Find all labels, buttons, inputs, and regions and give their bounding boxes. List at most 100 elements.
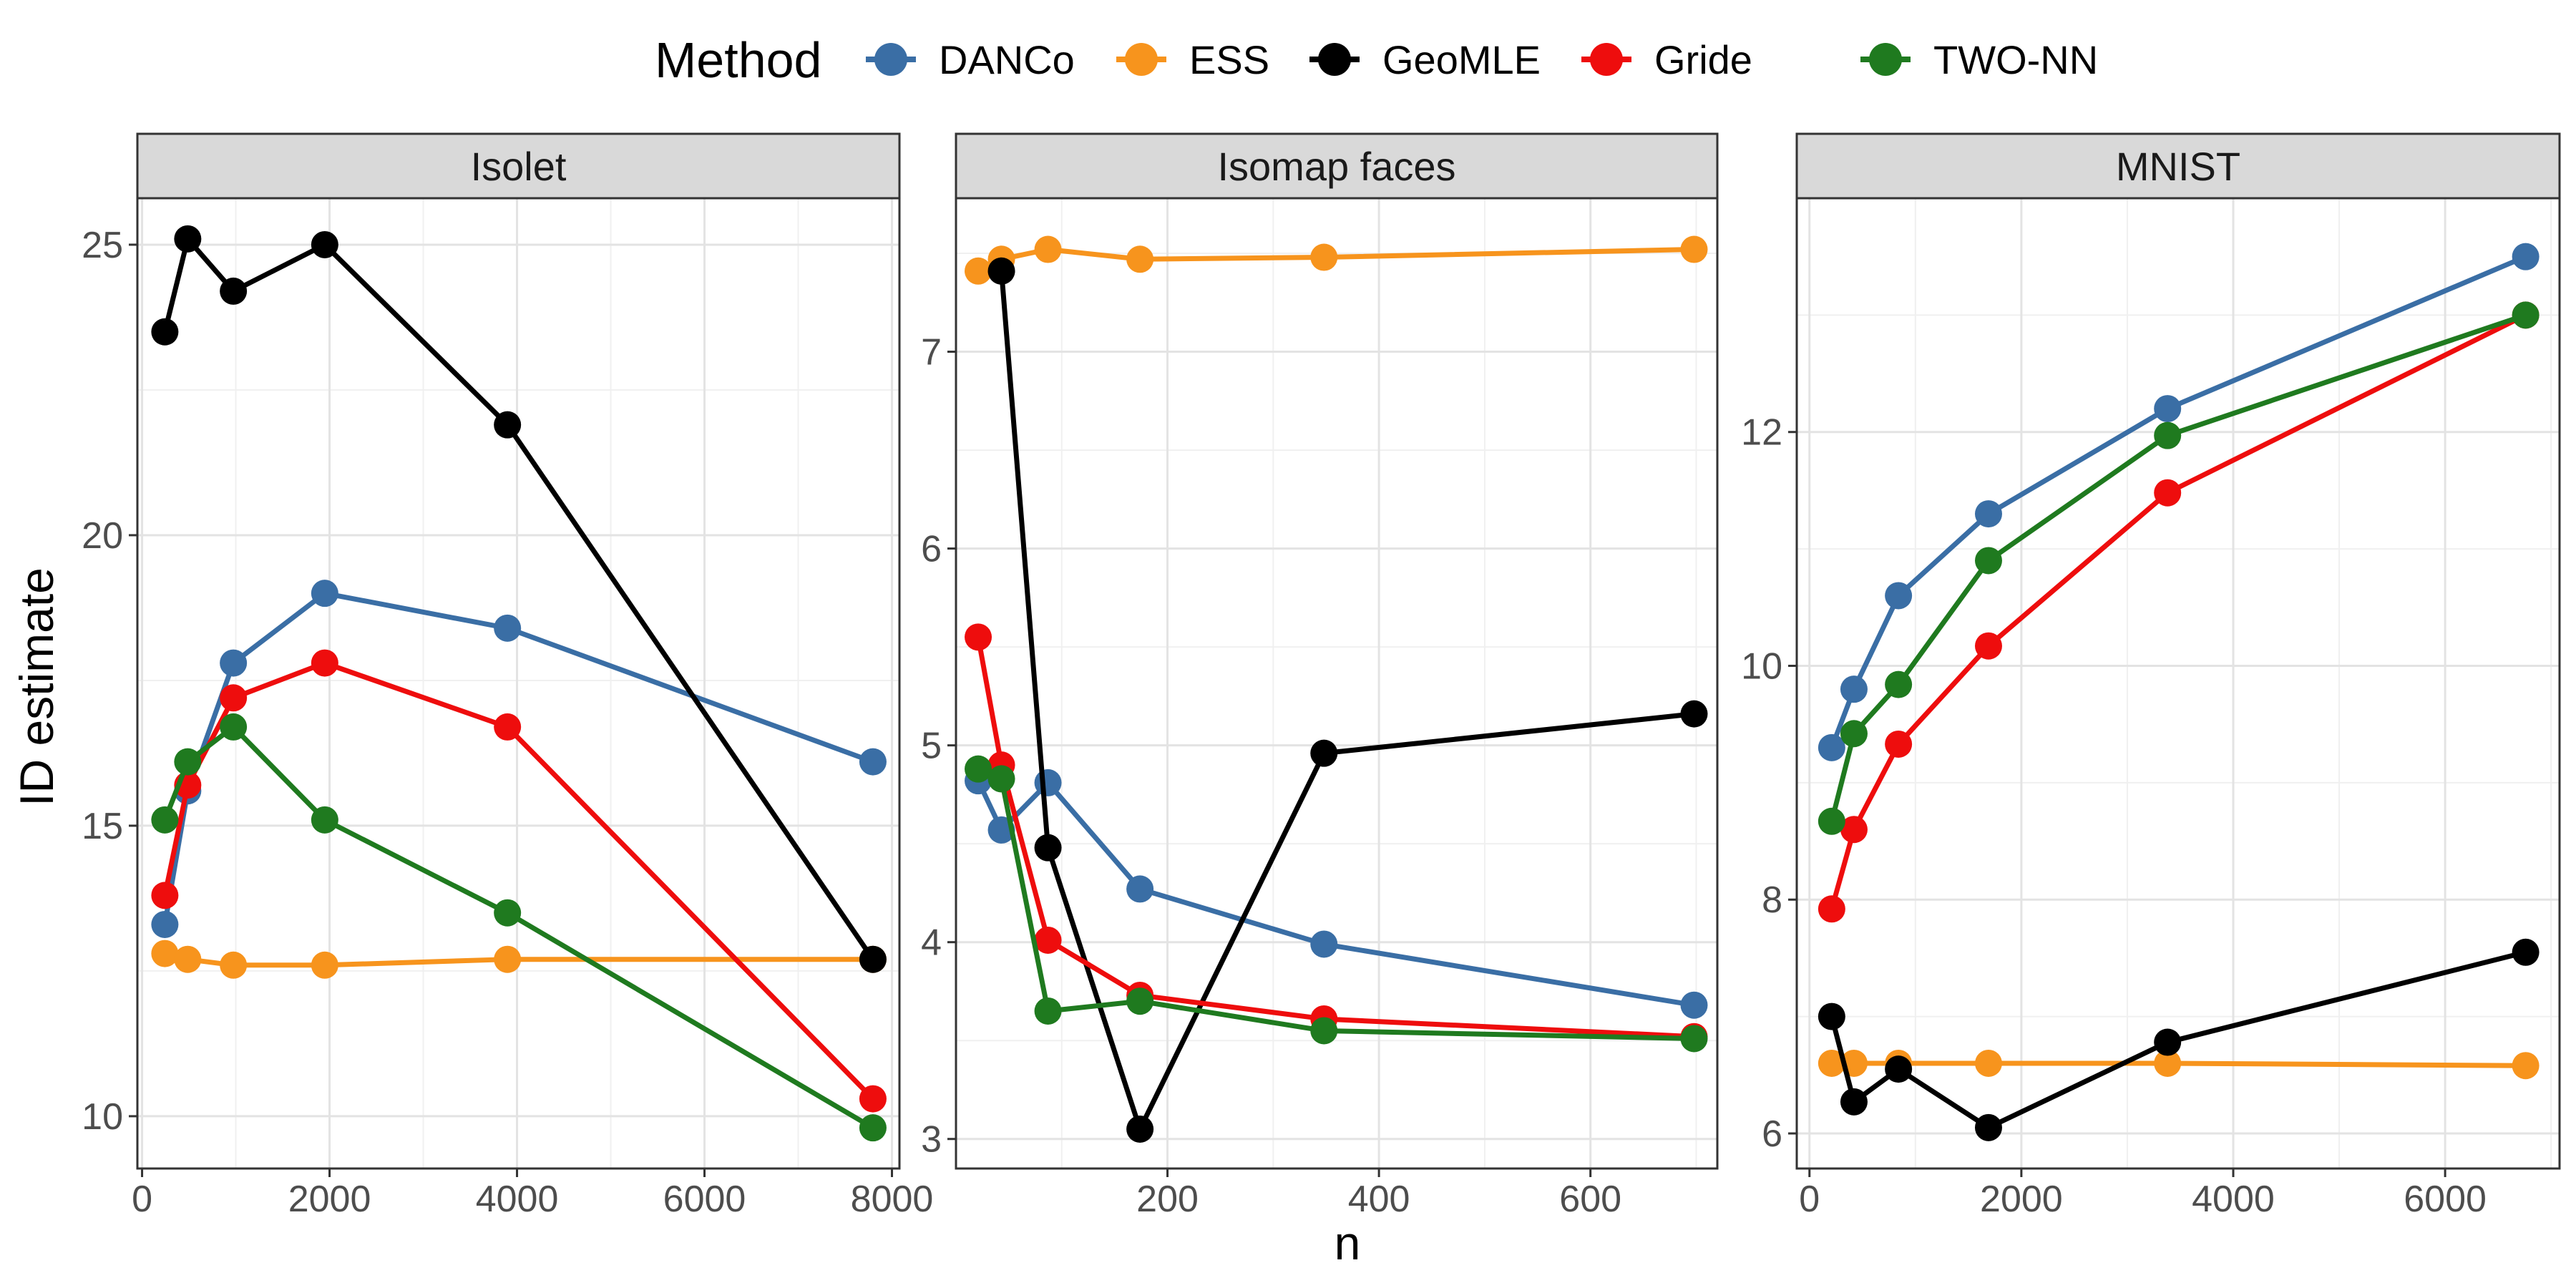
data-point [2154, 479, 2182, 507]
data-point [151, 806, 179, 834]
data-point [1818, 733, 1845, 761]
y-tick-label: 4 [921, 922, 942, 964]
y-tick-label: 20 [82, 515, 123, 557]
facet-strip [1795, 132, 2561, 200]
data-point [1034, 769, 1062, 796]
data-point [1974, 1049, 2002, 1077]
x-tick-label: 8000 [851, 1179, 934, 1220]
data-point [2512, 243, 2540, 270]
data-point [1818, 807, 1845, 835]
y-tick-label: 8 [1762, 879, 1782, 921]
data-point [1885, 670, 1913, 698]
gridlines [137, 198, 899, 1169]
x-tick-label: 600 [1559, 1179, 1621, 1220]
legend-label: GeoMLE [1382, 37, 1541, 82]
legend-label: DANCo [939, 37, 1075, 82]
facet-title: Isolet [471, 144, 567, 189]
data-point [1034, 926, 1062, 954]
data-point [494, 614, 522, 642]
data-point [1680, 1025, 1708, 1053]
data-point [859, 1114, 887, 1142]
data-point [311, 806, 338, 834]
data-point [1680, 235, 1708, 263]
data-point [965, 257, 992, 285]
data-point [2154, 421, 2182, 449]
legend-item-gride: Gride [1581, 37, 1752, 82]
x-axis: 0 2000 4000 6000 8000 [132, 1169, 933, 1220]
series-group [151, 225, 887, 1142]
data-point [174, 945, 202, 973]
data-point [1885, 582, 1913, 610]
y-tick-label: 25 [82, 225, 123, 266]
data-point [1974, 1113, 2002, 1141]
gridlines [956, 198, 1717, 1169]
y-tick-label: 10 [82, 1096, 123, 1138]
y-axis: 10 15 20 25 [82, 225, 137, 1138]
data-point [2512, 301, 2540, 329]
data-point [1126, 245, 1154, 273]
y-axis-title: ID estimate [10, 567, 63, 806]
data-point [1310, 930, 1338, 958]
facet-title: MNIST [2116, 144, 2240, 189]
legend-key-point [1318, 43, 1351, 76]
series-danco [1818, 243, 2540, 761]
legend-label: Gride [1654, 37, 1752, 82]
series-line [162, 660, 875, 1101]
data-point [1840, 816, 1868, 844]
y-tick-label: 10 [1741, 645, 1782, 687]
data-point [2512, 938, 2540, 966]
data-point [987, 257, 1015, 285]
data-point [1126, 1115, 1154, 1143]
x-tick-label: 0 [132, 1179, 152, 1220]
data-point [1034, 834, 1062, 862]
legend-label: TWO-NN [1933, 37, 2098, 82]
data-point [859, 748, 887, 776]
data-point [1034, 997, 1062, 1025]
data-point [1126, 987, 1154, 1015]
legend-item-danco: DANCo [866, 37, 1075, 82]
x-tick-label: 6000 [2404, 1179, 2487, 1220]
x-tick-label: 2000 [288, 1179, 371, 1220]
data-point [311, 230, 338, 258]
x-axis-title: n [1335, 1216, 1361, 1269]
data-point [1974, 632, 2002, 660]
series-gride [151, 649, 887, 1113]
gridlines [1797, 198, 2560, 1169]
series-line [1829, 950, 2527, 1131]
series-group [1818, 243, 2540, 1141]
data-point [151, 940, 179, 967]
legend-item-geomle: GeoMLE [1309, 37, 1541, 82]
data-point [494, 713, 522, 741]
x-tick-label: 0 [1799, 1179, 1820, 1220]
data-point [1885, 730, 1913, 758]
series-two-nn [965, 755, 1708, 1053]
data-point [859, 945, 887, 973]
data-point [1974, 547, 2002, 575]
panel-mnist: MNIST 0 2000 4000 6000 6 8 10 12 [1741, 132, 2561, 1220]
series-geomle [1818, 938, 2540, 1141]
data-point [220, 951, 248, 979]
y-tick-label: 3 [921, 1119, 942, 1161]
x-axis: 0 2000 4000 6000 [1799, 1169, 2487, 1220]
facet-title: Isomap faces [1217, 144, 1455, 189]
data-point [1126, 875, 1154, 903]
x-axis: 200 400 600 [1136, 1169, 1621, 1220]
data-point [494, 899, 522, 927]
data-point [1680, 991, 1708, 1019]
data-point [2512, 1052, 2540, 1080]
series-geomle [987, 257, 1708, 1143]
data-point [151, 910, 179, 938]
data-point [151, 882, 179, 909]
x-tick-label: 6000 [663, 1179, 746, 1220]
data-point [1818, 895, 1845, 923]
data-point [965, 755, 992, 783]
x-tick-label: 4000 [2192, 1179, 2275, 1220]
data-point [1818, 1002, 1845, 1030]
data-point [220, 713, 248, 741]
legend-key-point [1869, 43, 1902, 76]
series-two-nn [1818, 301, 2540, 835]
data-point [494, 411, 522, 439]
facet-strip [136, 132, 901, 200]
series-group [965, 235, 1708, 1143]
